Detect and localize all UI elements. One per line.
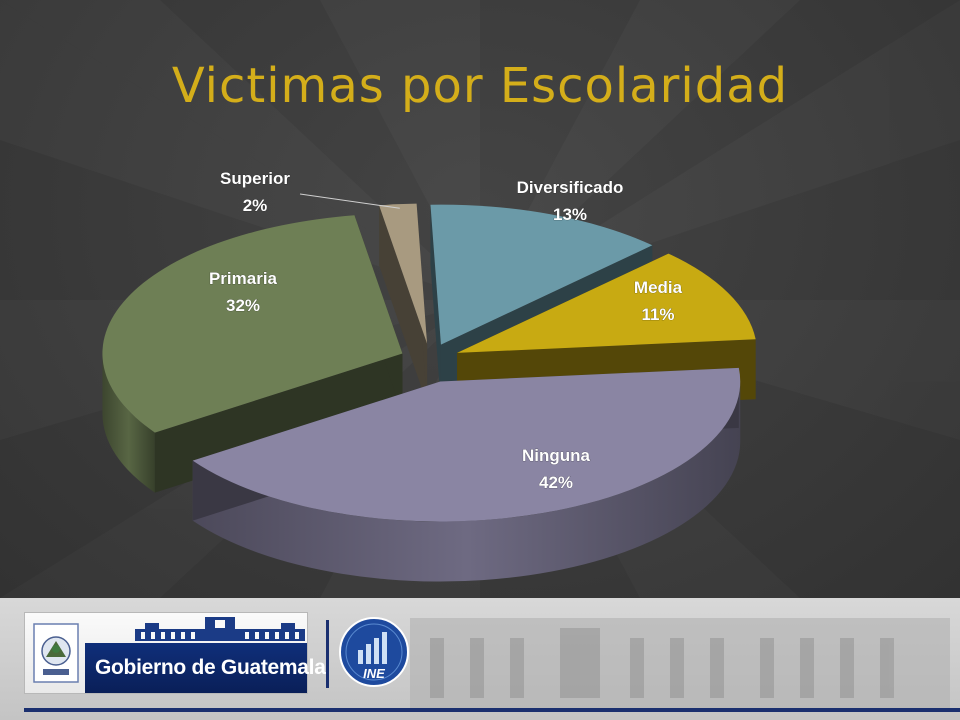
- government-logo-panel: Gobierno de Guatemala: [24, 612, 326, 694]
- pie-slice-superior: [379, 203, 428, 404]
- leader-line-superior: [299, 193, 400, 209]
- coat-of-arms-icon: [33, 623, 79, 683]
- slice-label-superior: Superior: [220, 169, 290, 188]
- slide: Victimas por Escolaridad Diversificado 13…: [0, 0, 960, 598]
- pie-slice-wall-primaria: [102, 353, 155, 493]
- slice-value-primaria: 32%: [226, 296, 260, 315]
- slice-value-ninguna: 42%: [539, 473, 573, 492]
- footer-accent-bar: [24, 708, 960, 712]
- ine-logo-text: INE: [363, 666, 385, 681]
- pie-slice-top-primaria: [102, 215, 403, 433]
- pie-slice-ninguna: [192, 367, 741, 582]
- pie-slice-top-media: [457, 253, 756, 353]
- pie-slice-wall-ninguna: [192, 381, 741, 582]
- slide-title: Victimas por Escolaridad: [171, 58, 789, 114]
- slice-value-diversificado: 13%: [553, 205, 587, 224]
- pie-slice-top-superior: [379, 203, 428, 344]
- footer: Gobierno de Guatemala INE: [0, 598, 960, 720]
- slice-value-media: 11%: [641, 305, 674, 324]
- slice-label-diversificado: Diversificado: [517, 178, 624, 197]
- slice-label-primaria: Primaria: [209, 269, 278, 288]
- government-name: Gobierno de Guatemala: [95, 656, 326, 679]
- ine-logo-icon: INE: [339, 617, 409, 687]
- slice-value-superior: 2%: [243, 196, 268, 215]
- pie-chart: Diversificado 13% Media 11% Ninguna 42% Primar…: [102, 169, 756, 582]
- slice-label-ninguna: Ninguna: [522, 446, 591, 465]
- slice-label-media: Media: [634, 278, 683, 297]
- footer-divider: [326, 620, 329, 688]
- pie-slice-side-diversificado: [430, 204, 441, 405]
- pie-slice-side-superior: [379, 205, 428, 404]
- government-banner: [85, 643, 307, 693]
- pie-slice-top-ninguna: [192, 367, 741, 522]
- palace-icon: [135, 617, 305, 641]
- pie-slice-top-diversificado: [430, 204, 653, 345]
- footer-building-watermark: [410, 618, 950, 708]
